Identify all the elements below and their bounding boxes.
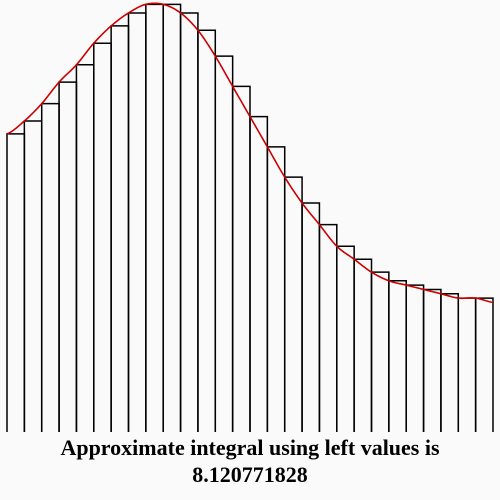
riemann-rectangle [75,64,95,432]
riemann-rectangle [370,271,390,432]
riemann-rectangle [422,288,442,432]
riemann-rectangle [457,297,477,432]
riemann-rectangle [197,29,217,432]
riemann-rectangle [93,42,112,432]
caption-line-1: Approximate integral using left values i… [60,435,440,460]
riemann-rectangle [58,81,78,432]
riemann-rectangle [266,146,286,432]
riemann-rectangle [336,245,355,432]
riemann-rectangle [179,12,199,432]
riemann-rectangle [110,25,130,432]
riemann-rectangle [388,280,407,432]
riemann-rectangle [474,297,494,432]
function-curve [6,2,494,304]
caption-value: 8.120771828 [192,462,308,487]
riemann-rectangle [23,120,43,432]
riemann-rectangle [440,293,460,432]
riemann-rectangle [283,176,303,432]
riemann-plot [6,2,494,432]
riemann-rectangle [318,223,338,432]
riemann-rectangle [214,55,234,432]
riemann-rectangle [40,102,60,432]
riemann-rectangle [353,258,373,432]
riemann-rectangle [145,3,164,432]
riemann-rectangle [405,284,425,432]
riemann-rectangle [6,133,26,432]
riemann-rectangle [249,115,269,432]
rectangles-group [6,3,494,432]
riemann-rectangle [301,202,321,432]
riemann-rectangle [162,3,182,432]
riemann-rectangle [231,85,251,432]
riemann-rectangle [127,12,147,432]
integral-caption: Approximate integral using left values i… [0,434,500,488]
